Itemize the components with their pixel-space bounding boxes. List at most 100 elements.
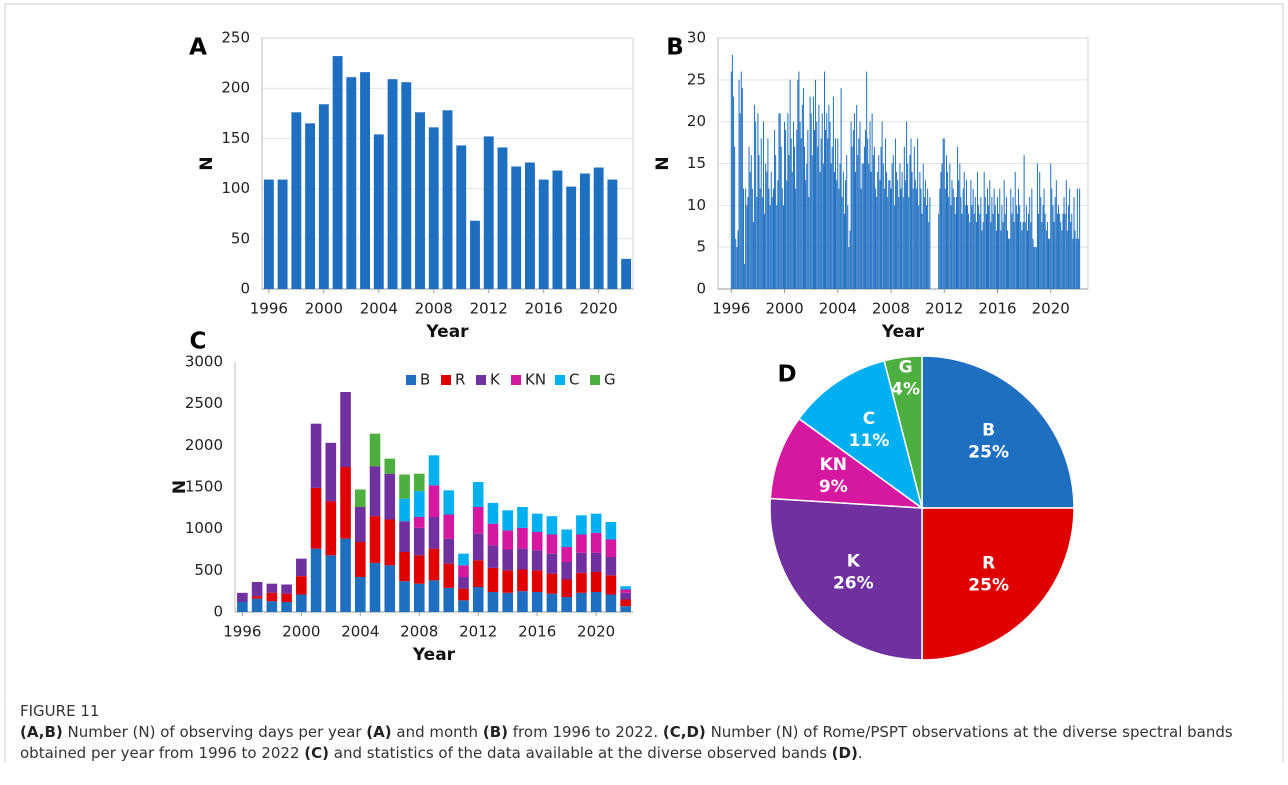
bar-segment — [310, 487, 322, 549]
caption-part: (B) — [482, 723, 508, 741]
bar — [837, 138, 839, 289]
bar — [787, 113, 789, 289]
bar — [927, 188, 929, 289]
bar — [982, 222, 984, 289]
bar-segment — [251, 582, 263, 597]
caption: (A,B) Number (N) of observing days per y… — [20, 722, 1265, 764]
bar — [757, 113, 759, 289]
y-tick-label: 50 — [231, 229, 250, 247]
bar — [566, 186, 577, 289]
bar-segment — [546, 516, 558, 535]
bar — [921, 213, 923, 289]
bar — [901, 171, 903, 289]
bar — [621, 258, 632, 289]
caption-part: Number (N) of Rome/PSPT observations at … — [20, 723, 1233, 762]
bar — [830, 163, 832, 289]
bar — [898, 196, 900, 289]
bar-segment — [413, 555, 425, 584]
bar — [948, 196, 950, 289]
bar — [961, 213, 963, 289]
bar — [906, 121, 908, 290]
bar — [913, 146, 915, 289]
bar — [1066, 230, 1068, 289]
bar — [754, 104, 756, 289]
bar — [291, 112, 302, 290]
bar — [890, 188, 892, 289]
bar-segment — [296, 558, 307, 577]
bar-segment — [413, 491, 425, 517]
bar-segment — [517, 507, 528, 528]
bar — [999, 188, 1001, 289]
bar — [919, 171, 921, 289]
bar — [888, 180, 890, 289]
bar — [1030, 222, 1032, 289]
bar — [871, 113, 873, 289]
bar — [891, 163, 893, 289]
bar — [277, 179, 288, 289]
bar — [957, 146, 959, 289]
bar — [978, 205, 980, 289]
bar-segment — [531, 550, 543, 571]
bar-segment — [237, 592, 248, 602]
bar — [1079, 188, 1081, 289]
slice-name: G — [899, 357, 913, 377]
bar — [969, 222, 971, 289]
legend-label: KN — [525, 371, 546, 389]
bar — [318, 104, 329, 289]
bar — [954, 213, 956, 289]
bar-segment — [487, 502, 499, 524]
y-tick-label: 2000 — [185, 436, 223, 454]
bar-segment — [443, 514, 455, 539]
bar-segment — [413, 517, 425, 528]
bar — [401, 82, 412, 290]
bar-segment — [590, 513, 602, 533]
bar-segment — [399, 552, 410, 582]
bar-segment — [458, 553, 469, 566]
bar — [593, 167, 604, 289]
bar — [745, 188, 747, 289]
legend-label: K — [490, 371, 501, 389]
bar — [960, 196, 962, 289]
bar — [1064, 213, 1066, 289]
bar — [911, 171, 913, 289]
bar-segment — [590, 572, 602, 592]
bar-segment — [443, 490, 455, 515]
bar-segment — [369, 562, 381, 612]
bar — [738, 79, 740, 289]
panel-label: C — [190, 329, 207, 355]
bar — [896, 171, 898, 289]
bar-segment — [266, 592, 278, 602]
bar — [786, 180, 788, 289]
bar — [800, 138, 802, 289]
bar-segment — [517, 548, 528, 570]
bar — [992, 213, 994, 289]
bar-segment — [266, 601, 278, 612]
bar — [908, 196, 910, 289]
bar — [1073, 196, 1075, 289]
bar — [926, 205, 928, 289]
bar-segment — [517, 591, 528, 612]
bar — [1042, 205, 1044, 289]
bar-segment — [502, 570, 514, 593]
pie-slice — [769, 497, 923, 661]
bar — [938, 213, 940, 289]
bar — [1071, 213, 1073, 289]
bar-segment — [502, 592, 514, 612]
bar — [967, 205, 969, 289]
bar — [804, 146, 806, 289]
slice-value: 26% — [833, 574, 874, 594]
bar — [1035, 247, 1037, 289]
bar — [838, 188, 840, 289]
bar — [958, 180, 960, 289]
bar — [874, 188, 876, 289]
slice-value: 9% — [819, 477, 848, 497]
bar — [782, 205, 784, 289]
bar — [947, 171, 949, 289]
bar-segment — [384, 473, 396, 520]
bar — [1052, 205, 1054, 289]
pie-slice — [883, 355, 923, 509]
bar — [1033, 247, 1035, 289]
slice-name: C — [863, 409, 875, 429]
bar-segment — [251, 598, 263, 612]
